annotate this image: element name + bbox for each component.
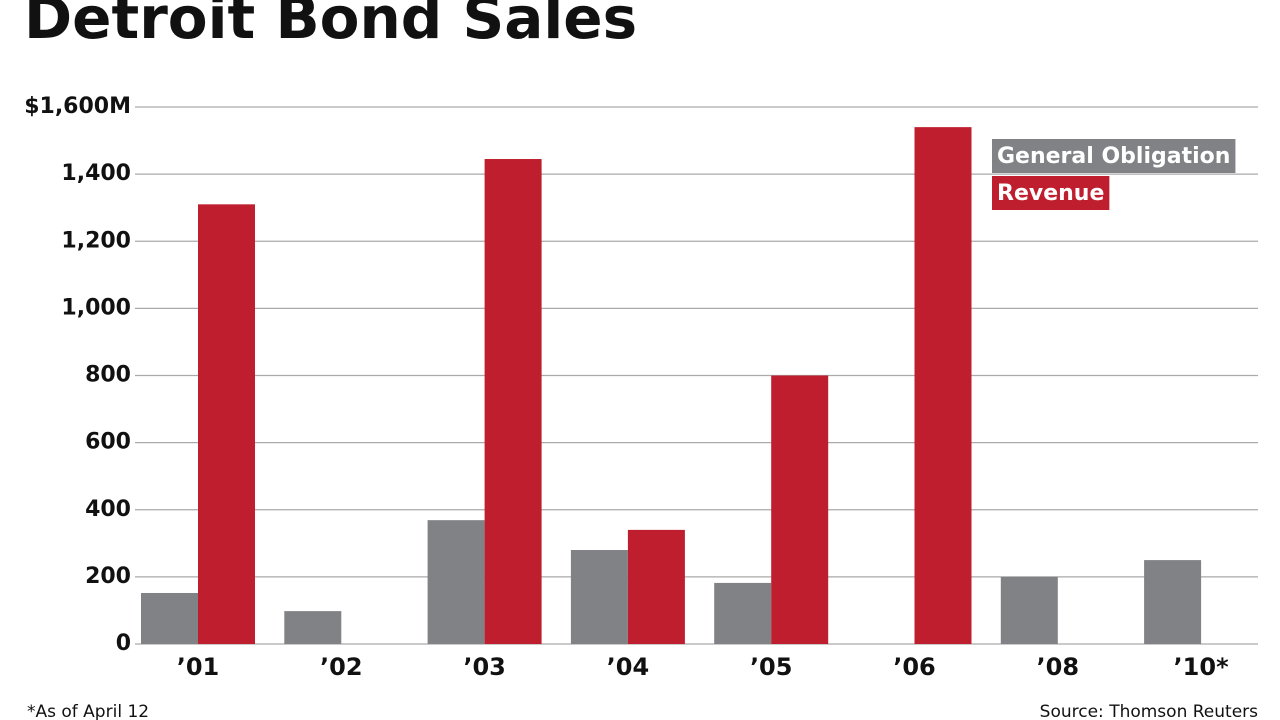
y-tick-label: 0 (116, 631, 131, 656)
y-tick-label: 600 (85, 430, 131, 455)
legend-label: Revenue (997, 181, 1104, 206)
x-tick-label: ’04 (607, 653, 650, 681)
x-tick-label: ’05 (750, 653, 793, 681)
bar (570, 550, 628, 644)
bar (714, 582, 772, 644)
bar (484, 159, 542, 644)
x-tick-label: ’03 (463, 653, 506, 681)
y-tick-label: 1,400 (61, 161, 131, 186)
legend-label: General Obligation (997, 144, 1230, 169)
bar (284, 611, 342, 644)
y-tick-label: $1,600M (24, 94, 131, 119)
bar (141, 592, 198, 644)
y-tick-label: 400 (85, 497, 131, 522)
bar (427, 520, 485, 644)
bar (771, 375, 829, 644)
bar (1144, 560, 1202, 644)
bar (914, 127, 972, 644)
y-tick-label: 1,200 (61, 228, 131, 253)
legend-swatch (992, 176, 1110, 210)
x-tick-label: ’02 (320, 653, 363, 681)
legend-swatch (992, 139, 1236, 173)
bar (1000, 576, 1058, 644)
footnote: *As of April 12 (27, 702, 149, 720)
source: Source: Thomson Reuters (1040, 702, 1258, 720)
y-tick-label: 800 (85, 363, 131, 388)
bar (198, 204, 255, 645)
x-tick-label: ’06 (893, 653, 936, 681)
x-tick-label: ’10* (1174, 653, 1230, 681)
bar (627, 529, 685, 644)
chart-title: Detroit Bond Sales (24, 0, 637, 52)
x-tick-label: ’08 (1037, 653, 1080, 681)
y-tick-label: 1,000 (61, 295, 131, 320)
x-tick-label: ’01 (177, 653, 220, 681)
y-tick-label: 200 (85, 564, 131, 589)
